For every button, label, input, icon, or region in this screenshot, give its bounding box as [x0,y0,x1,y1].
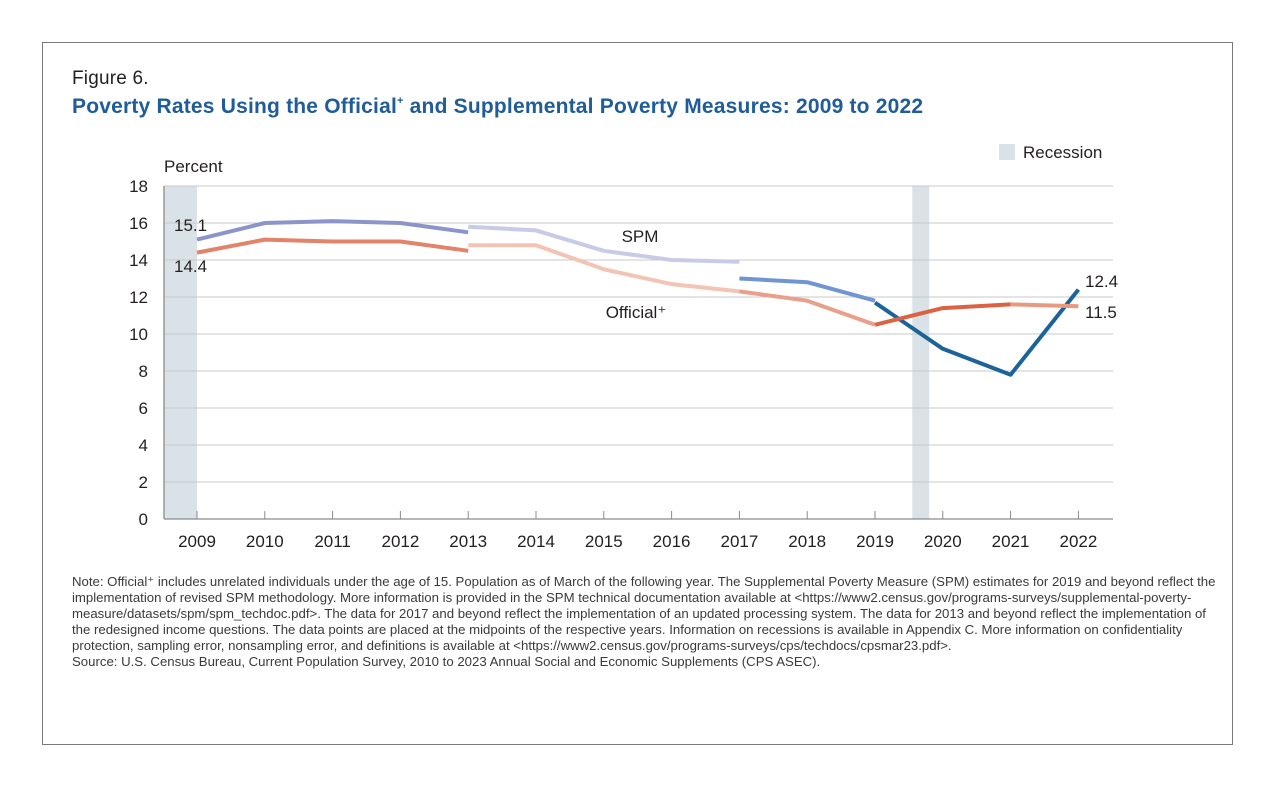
y-tick-label: 16 [129,214,148,233]
official-line-segment [196,237,469,255]
official-line-segment [1010,302,1079,309]
spm-series-label: SPM [622,227,659,246]
series-lines [196,219,1080,377]
legend-label: Recession [1023,143,1102,162]
x-tick-label: 2021 [992,532,1030,551]
x-tick-label: 2020 [924,532,962,551]
official-line-segment [874,302,1011,327]
y-tick-label: 14 [129,251,148,270]
x-tick-label: 2012 [381,532,419,551]
y-tick-label: 2 [139,473,148,492]
spm-line-segment [739,276,876,303]
title-superscript: + [397,95,404,107]
recession-band [912,186,930,519]
data-label: 11.5 [1085,303,1117,322]
x-tick-label: 2011 [314,532,351,551]
x-tick-label: 2022 [1059,532,1097,551]
title-part-1: Poverty Rates Using the Official [72,95,397,118]
legend: Recession [999,143,1102,162]
figure-frame [42,42,1233,745]
y-tick-label: 0 [139,510,148,529]
y-tick-label: 4 [139,436,148,455]
x-tick-label: 2009 [178,532,216,551]
recession-band [164,186,197,519]
y-tick-label: 12 [129,288,148,307]
x-tick-label: 2010 [246,532,284,551]
note-text: Note: Official⁺ includes unrelated indiv… [72,574,1216,654]
spm-line-segment [468,224,740,264]
official-line-segment [739,289,876,327]
axes: 0 2 4 6 8 10 12 14 16 18 2009 2010 2011 2012 2013 2014 2… [129,177,1113,551]
data-label: 15.1 [174,216,207,235]
spm-line-segment [196,219,469,242]
x-tick-label: 2015 [585,532,623,551]
y-tick-label: 10 [129,325,148,344]
y-tick-label: 6 [139,399,148,418]
spm-line-segment [873,288,1080,377]
y-axis-label: Percent [164,157,223,176]
x-tick-label: 2017 [720,532,758,551]
x-tick-label: 2013 [449,532,487,551]
source-text: Source: U.S. Census Bureau, Current Popu… [72,654,821,670]
official-series-label: Official⁺ [606,303,667,322]
x-tick-label: 2016 [653,532,691,551]
x-tick-label: 2019 [856,532,894,551]
x-tick-label: 2018 [788,532,826,551]
x-tick-label: 2014 [517,532,555,551]
y-tick-label: 8 [139,362,148,381]
recession-bands [164,186,930,519]
title-part-2: and Supplemental Poverty Measures: 2009 … [403,95,924,118]
labels: Percent 15.1 14.4 12.4 11.5 SPM Official⁺ [164,157,1118,322]
data-label: 12.4 [1085,272,1118,291]
data-label: 14.4 [174,257,207,276]
figure-title: Poverty Rates Using the Official+ and Su… [72,95,923,119]
notes: Note: Official⁺ includes unrelated indiv… [72,574,1222,671]
official-line-segment [468,243,740,294]
figure-label: Figure 6. [72,68,149,89]
legend-swatch [999,144,1015,160]
y-tick-label: 18 [129,177,148,196]
